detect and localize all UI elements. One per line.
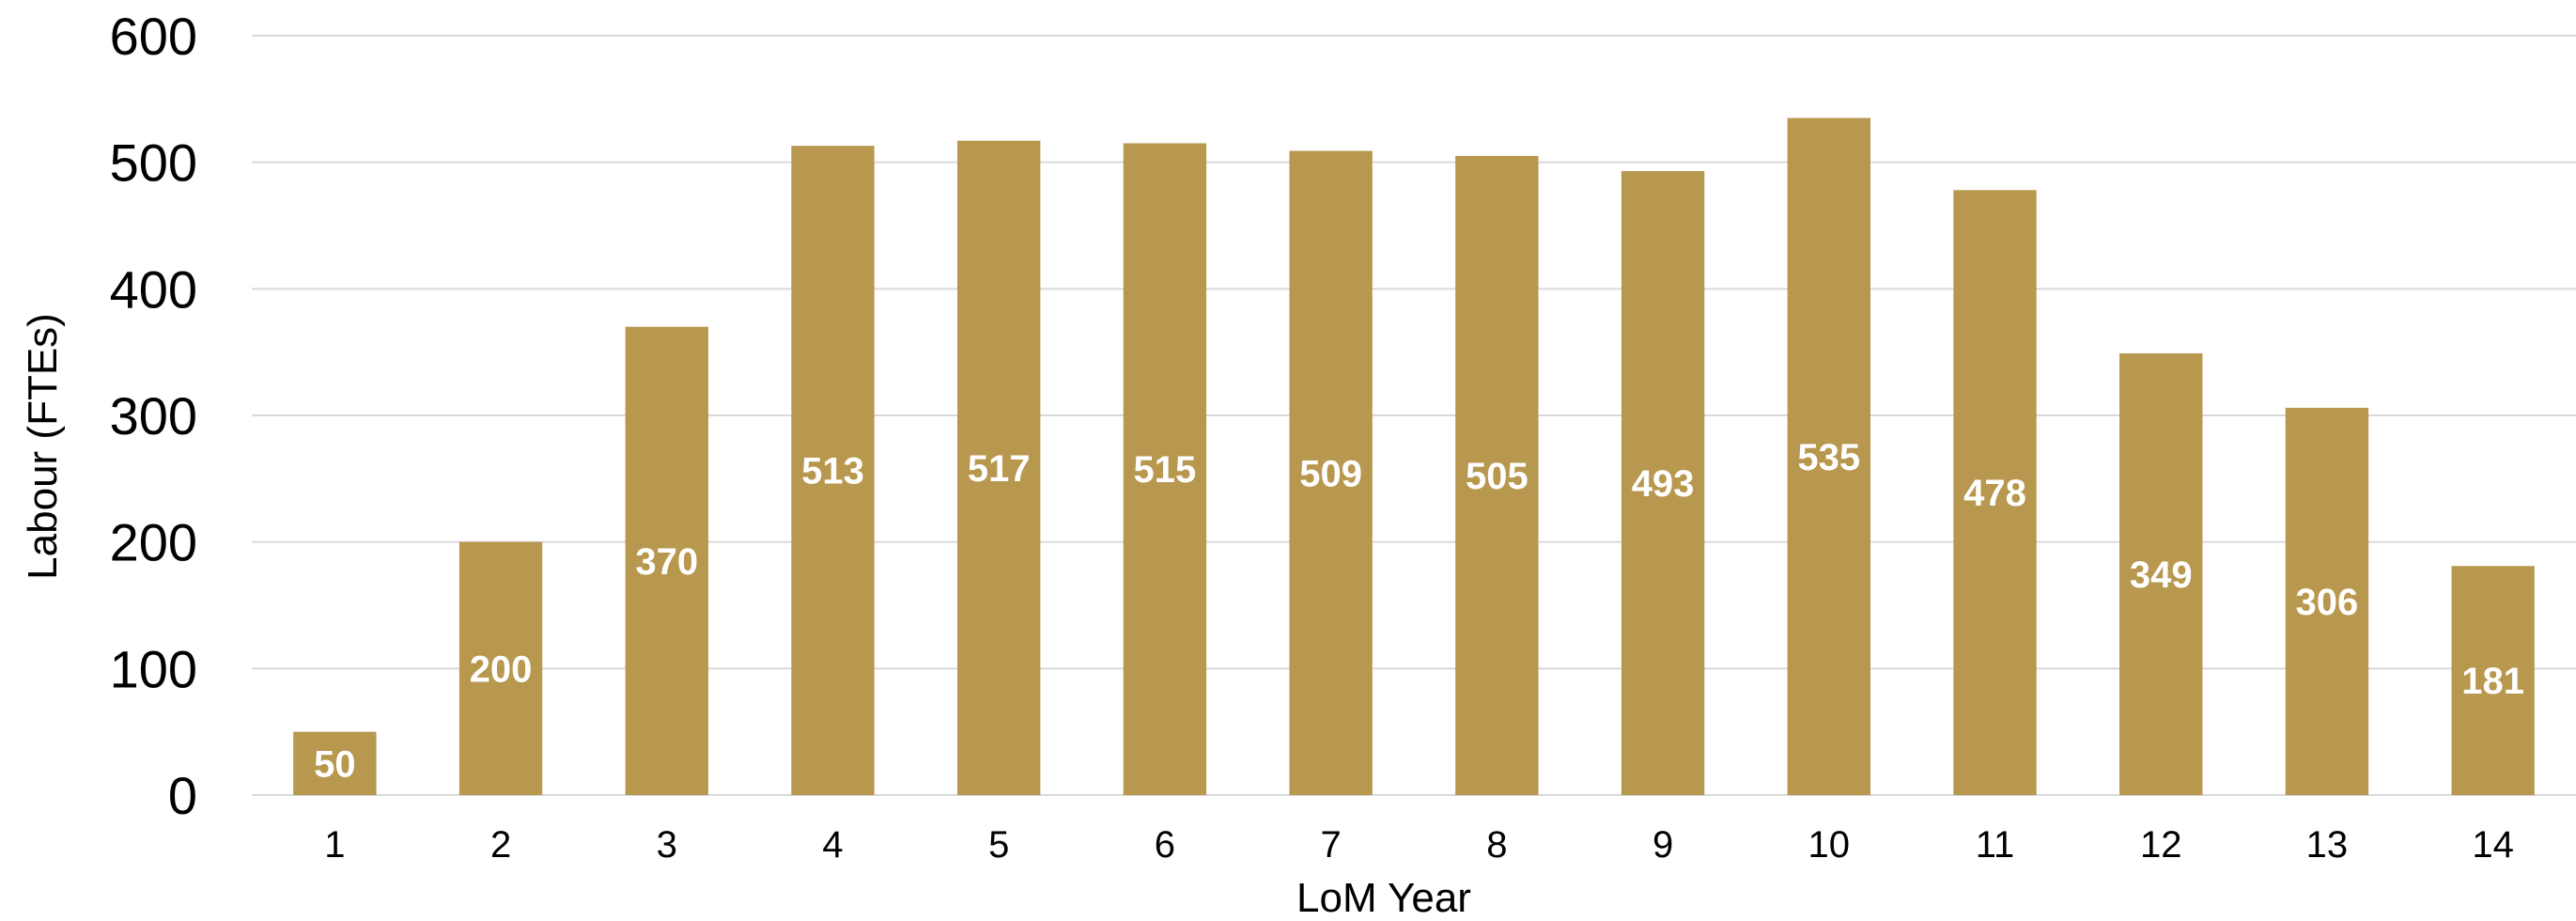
bar xyxy=(1123,143,1207,795)
x-tick-label: 9 xyxy=(1653,824,1673,866)
gridlines xyxy=(252,35,2576,796)
data-labels: 50 200 370 513 517 515 509 505 493 535 478 349 306 18… xyxy=(314,437,2524,786)
bar xyxy=(1289,150,1373,796)
bar xyxy=(625,326,708,795)
data-label: 505 xyxy=(1466,456,1529,497)
bar xyxy=(1455,155,1539,795)
data-label: 50 xyxy=(314,743,356,785)
x-tick-label: 5 xyxy=(988,824,1009,866)
x-tick-label: 14 xyxy=(2472,824,2514,866)
x-tick-label: 11 xyxy=(1976,824,2015,866)
x-tick-label: 3 xyxy=(657,824,677,866)
data-label: 535 xyxy=(1797,437,1860,478)
bars xyxy=(293,117,2535,796)
bar xyxy=(2451,566,2535,795)
y-tick-label: 500 xyxy=(110,133,197,193)
data-label: 200 xyxy=(470,648,533,690)
data-label: 517 xyxy=(968,448,1031,490)
bar xyxy=(1787,117,1870,796)
bar xyxy=(1621,171,1705,796)
x-tick-label: 6 xyxy=(1155,824,1175,866)
bar xyxy=(293,731,377,795)
data-label: 349 xyxy=(2130,554,2193,596)
bar xyxy=(957,140,1041,796)
y-tick-label: 100 xyxy=(110,639,197,698)
y-tick-label: 200 xyxy=(110,513,197,572)
x-tick-label: 12 xyxy=(2140,824,2182,866)
data-label: 513 xyxy=(801,451,864,492)
data-label: 509 xyxy=(1299,453,1362,494)
x-tick-label: 10 xyxy=(1808,824,1851,866)
bar xyxy=(2119,353,2203,795)
y-tick-label: 400 xyxy=(110,259,197,319)
bar xyxy=(1953,190,2037,795)
bar xyxy=(2285,407,2369,795)
y-tick-label: 600 xyxy=(110,7,197,66)
x-axis-ticks: 1 2 3 4 5 6 7 8 9 10 11 12 13 14 xyxy=(324,824,2514,866)
data-label: 515 xyxy=(1134,449,1197,491)
data-label: 493 xyxy=(1632,463,1695,505)
data-label: 478 xyxy=(1963,473,2026,514)
y-tick-label: 0 xyxy=(168,766,197,825)
y-axis-title: Labour (FTEs) xyxy=(20,313,66,580)
bar xyxy=(458,541,543,795)
x-axis-title: LoM Year xyxy=(1296,875,1471,921)
x-tick-label: 13 xyxy=(2306,824,2349,866)
y-axis-ticks: 0 100 200 300 400 500 600 xyxy=(110,7,197,825)
x-tick-label: 1 xyxy=(324,824,345,866)
data-label: 181 xyxy=(2461,661,2524,702)
y-tick-label: 300 xyxy=(110,386,197,445)
x-tick-label: 8 xyxy=(1486,824,1507,866)
data-label: 370 xyxy=(635,541,698,583)
bar xyxy=(791,146,875,795)
data-label: 306 xyxy=(2296,582,2359,623)
x-tick-label: 4 xyxy=(822,824,843,866)
x-tick-label: 2 xyxy=(490,824,511,866)
x-tick-label: 7 xyxy=(1321,824,1342,866)
